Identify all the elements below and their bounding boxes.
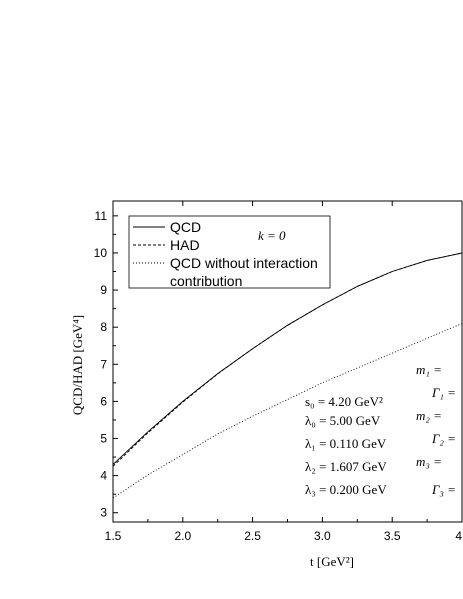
param-gamma2: Γ₂ = [431,431,456,446]
y-axis-label: QCD/HAD [GeV⁴] [70,315,85,415]
series-line-2 [112,323,463,499]
y-tick-label: 5 [100,432,107,446]
param-lambda2: λ₂ = 1.607 GeV [305,459,387,474]
k-label: k = 0 [258,228,286,243]
series-lines [112,252,463,499]
x-axis-label: t [GeV²] [310,554,354,569]
y-tick-label: 11 [95,209,108,223]
param-s0: s₀ = 4.20 GeV² [305,394,383,409]
y-tick-label: 3 [100,506,107,520]
param-lambda3: λ₃ = 0.200 GeV [305,482,387,497]
y-tick-label: 9 [100,283,107,297]
legend: QCD HAD QCD without interaction contribu… [128,215,331,289]
param-lambda0: λ₀ = 5.00 GeV [305,413,381,428]
param-m1: m₁ = [416,362,442,377]
series-line-0 [112,252,463,465]
legend-label-qcd: QCD [170,219,201,235]
param-lambda1: λ₁ = 0.110 GeV [305,436,387,451]
params-right: m₁ = Γ₁ = m₂ = Γ₂ = m₃ = Γ₃ = [416,362,456,497]
x-tick-label: 4 [455,529,462,543]
x-tick-label: 3.0 [314,529,331,543]
y-tick-label: 10 [94,246,108,260]
x-tick-label: 2.0 [174,529,191,543]
y-tick-label: 6 [100,394,107,408]
param-m3: m₃ = [416,454,442,469]
y-tick-label: 8 [100,320,107,334]
y-tick-label: 4 [100,469,107,483]
legend-label-nointer-2: contribution [170,273,242,289]
plot-frame [112,200,463,523]
param-gamma1: Γ₁ = [431,385,456,400]
param-gamma3: Γ₃ = [431,482,456,497]
x-tick-label: 2.5 [244,529,261,543]
x-tick-label: 1.5 [105,529,122,543]
y-tick-label: 7 [100,357,107,371]
param-m2: m₂ = [416,408,442,423]
axis-ticks: 1.5 2.0 2.5 3.0 3.5 4 3 4 5 6 7 8 9 10 11 [94,201,463,543]
params-left: s₀ = 4.20 GeV² λ₀ = 5.00 GeV λ₁ = 0.110 … [305,394,387,497]
legend-label-nointer-1: QCD without interaction [170,255,318,271]
x-tick-label: 3.5 [384,529,401,543]
legend-box [128,215,331,289]
series-line-1 [112,252,463,467]
legend-label-had: HAD [170,237,200,253]
